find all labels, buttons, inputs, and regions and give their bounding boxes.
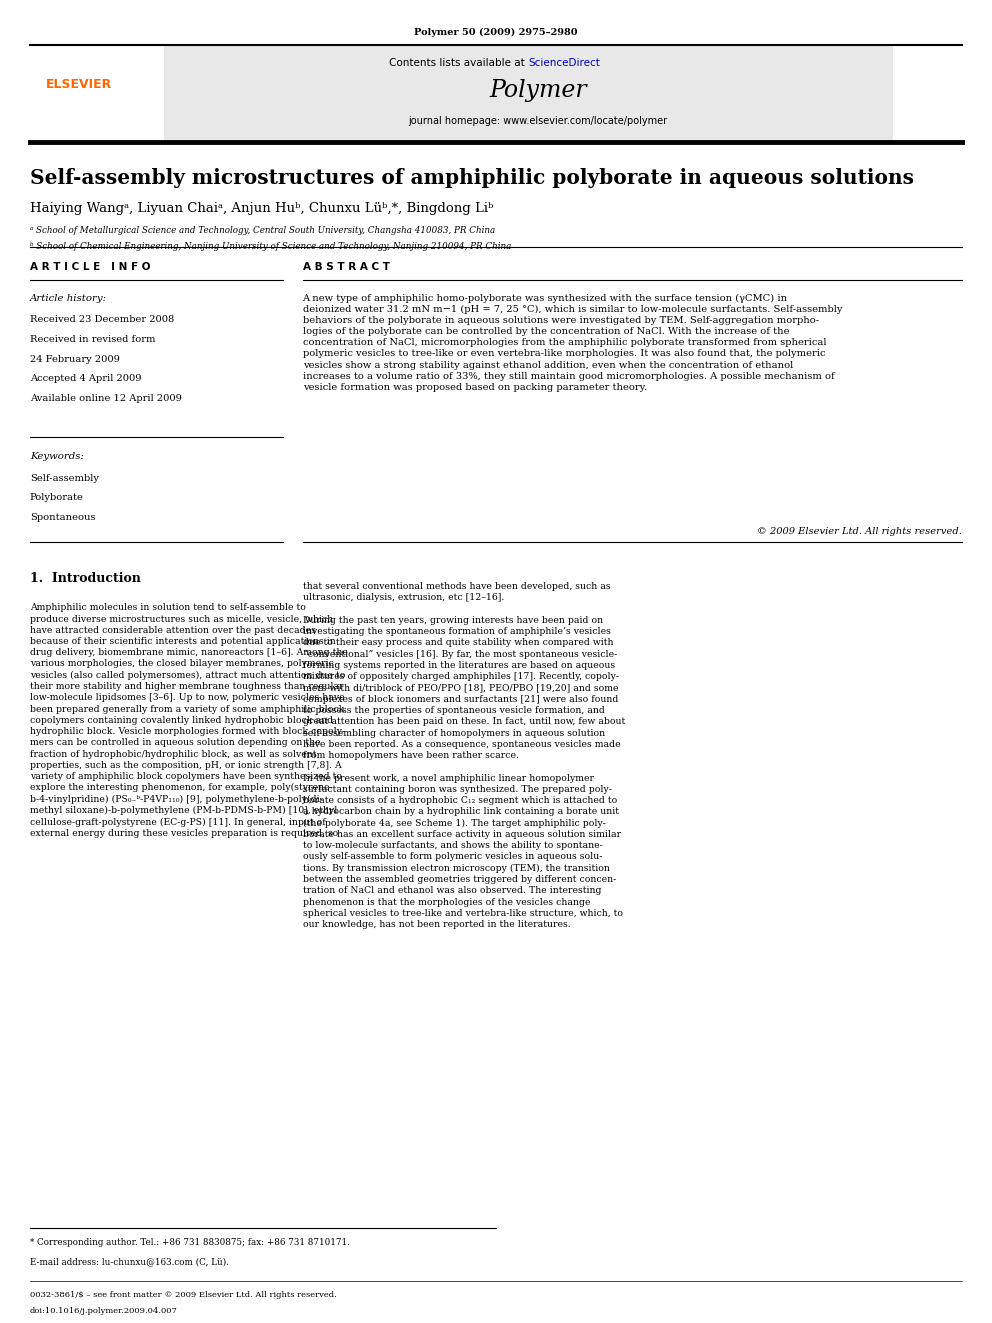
Text: doi:10.1016/j.polymer.2009.04.007: doi:10.1016/j.polymer.2009.04.007 <box>30 1307 178 1315</box>
Text: Self-assembly microstructures of amphiphilic polyborate in aqueous solutions: Self-assembly microstructures of amphiph… <box>30 168 914 188</box>
Text: Keywords:: Keywords: <box>30 452 83 462</box>
Text: 1.  Introduction: 1. Introduction <box>30 572 141 585</box>
Text: © 2009 Elsevier Ltd. All rights reserved.: © 2009 Elsevier Ltd. All rights reserved… <box>757 527 962 536</box>
Text: * Corresponding author. Tel.: +86 731 8830875; fax: +86 731 8710171.: * Corresponding author. Tel.: +86 731 88… <box>30 1238 349 1248</box>
Text: journal homepage: www.elsevier.com/locate/polymer: journal homepage: www.elsevier.com/locat… <box>409 116 668 127</box>
Text: Polyborate: Polyborate <box>30 493 83 503</box>
Text: Received in revised form: Received in revised form <box>30 335 156 344</box>
Text: Haiying Wangᵃ, Liyuan Chaiᵃ, Anjun Huᵇ, Chunxu Lüᵇ,*, Bingdong Liᵇ: Haiying Wangᵃ, Liyuan Chaiᵃ, Anjun Huᵇ, … <box>30 202 493 216</box>
Text: ELSEVIER: ELSEVIER <box>46 78 112 91</box>
Text: that several conventional methods have been developed, such as
ultrasonic, dialy: that several conventional methods have b… <box>303 582 625 929</box>
Text: Accepted 4 April 2009: Accepted 4 April 2009 <box>30 374 141 384</box>
Text: Self-assembly: Self-assembly <box>30 474 99 483</box>
Text: Received 23 December 2008: Received 23 December 2008 <box>30 315 174 324</box>
Text: Amphiphilic molecules in solution tend to self-assemble to
produce diverse micro: Amphiphilic molecules in solution tend t… <box>30 603 347 837</box>
Text: A B S T R A C T: A B S T R A C T <box>303 262 390 273</box>
Text: ᵃ School of Metallurgical Science and Technology, Central South University, Chan: ᵃ School of Metallurgical Science and Te… <box>30 226 495 235</box>
Text: Polymer: Polymer <box>489 79 587 102</box>
Text: A new type of amphiphilic homo-polyborate was synthesized with the surface tensi: A new type of amphiphilic homo-polyborat… <box>303 294 842 392</box>
Text: Polymer 50 (2009) 2975–2980: Polymer 50 (2009) 2975–2980 <box>415 28 577 37</box>
Text: ScienceDirect: ScienceDirect <box>528 58 600 69</box>
Text: 0032-3861/$ – see front matter © 2009 Elsevier Ltd. All rights reserved.: 0032-3861/$ – see front matter © 2009 El… <box>30 1291 336 1299</box>
Text: Contents lists available at: Contents lists available at <box>389 58 528 69</box>
Text: 24 February 2009: 24 February 2009 <box>30 355 120 364</box>
Text: Spontaneous: Spontaneous <box>30 513 95 523</box>
Text: ᵇ School of Chemical Engineering, Nanjing University of Science and Technology, : ᵇ School of Chemical Engineering, Nanjin… <box>30 242 511 251</box>
Text: E-mail address: lu-chunxu@163.com (C, Lü).: E-mail address: lu-chunxu@163.com (C, Lü… <box>30 1257 229 1266</box>
Bar <box>164 46 893 142</box>
Text: Available online 12 April 2009: Available online 12 April 2009 <box>30 394 182 404</box>
Text: A R T I C L E   I N F O: A R T I C L E I N F O <box>30 262 150 273</box>
Text: Article history:: Article history: <box>30 294 107 303</box>
